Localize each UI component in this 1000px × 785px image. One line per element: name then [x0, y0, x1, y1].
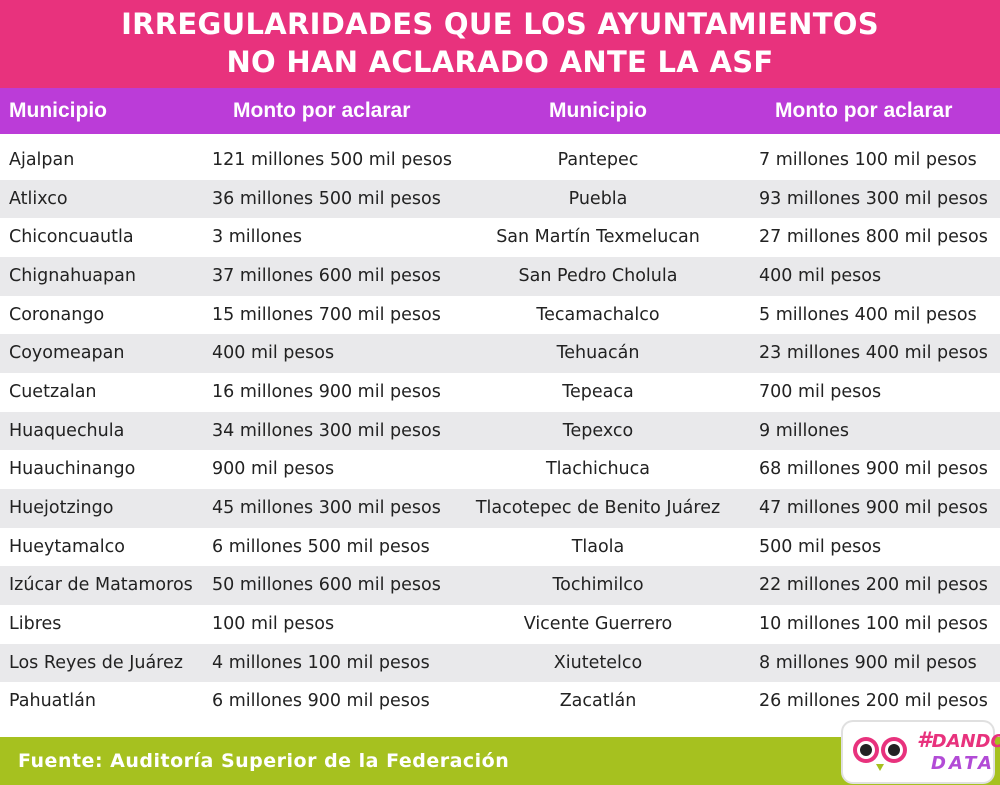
municipio-right-cell: Xiutetelco	[553, 652, 643, 673]
monto-right-cell: 7 millones 100 mil pesos	[759, 150, 977, 170]
monto-right-cell: 10 millones 100 mil pesos	[759, 613, 988, 634]
municipio-left-cell: Coyomeapan	[9, 343, 125, 364]
monto-right-cell: 8 millones 900 mil pesos	[759, 652, 977, 673]
table-row: Izúcar de Matamoros 50 millones 600 mil p…	[0, 566, 1000, 605]
municipio-right-cell: Tlacotepec de Benito Juárez	[475, 497, 721, 518]
table-row: Cuetzalan 16 millones 900 mil pesos Tepeac…	[0, 373, 1000, 412]
municipio-right-cell: Tehuacán	[556, 343, 640, 364]
table-row: Huauchinango 900 mil pesos Tlachichuca 68 m…	[0, 450, 1000, 489]
municipio-right-cell: Tepexco	[562, 420, 634, 441]
municipio-right-cell: Tlachichuca	[545, 459, 650, 480]
table-row: Los Reyes de Juárez 4 millones 100 mil pe…	[0, 643, 1000, 683]
table-header: Municipio Monto por aclarar Municipio Mo…	[0, 88, 1000, 134]
table-row: Libres 100 mil pesos Vicente Guerrero 10 mi…	[0, 605, 1000, 644]
table-row: Pahuatlán 6 millones 900 mil pesos Zacatlá…	[0, 682, 1000, 721]
municipio-right-cell: San Martín Texmelucan	[496, 227, 700, 248]
logo-hash: #	[917, 728, 932, 752]
municipio-left-cell: Pahuatlán	[9, 691, 96, 712]
municipio-left-cell: Izúcar de Matamoros	[9, 575, 193, 596]
municipio-right-cell: Puebla	[568, 188, 628, 209]
monto-right-cell: 400 mil pesos	[759, 265, 882, 286]
owl-icon	[853, 737, 907, 771]
municipio-left-cell: Hueytamalco	[9, 536, 125, 557]
table-row: Huejotzingo 45 millones 300 mil pesos Tlac…	[0, 488, 1000, 528]
table-body: Ajalpan 121 millones 500 mil pesos Pantepe…	[0, 141, 1000, 721]
monto-right-cell: 93 millones 300 mil pesos	[759, 188, 988, 209]
municipio-right-cell: Pantepec	[557, 150, 639, 170]
monto-right-cell: 22 millones 200 mil pesos	[759, 575, 988, 596]
monto-left-cell: 45 millones 300 mil pesos	[212, 497, 441, 518]
monto-right-cell: 500 mil pesos	[759, 536, 882, 557]
header-monto-left: Monto por aclarar	[233, 99, 411, 122]
monto-left-cell: 4 millones 100 mil pesos	[212, 652, 430, 673]
logo-word-dando: DANDO	[931, 731, 1000, 752]
municipio-left-cell: Huaquechula	[9, 420, 125, 441]
municipio-left-cell: Chignahuapan	[9, 265, 136, 286]
monto-right-cell: 5 millones 400 mil pesos	[759, 304, 977, 325]
monto-left-cell: 15 millones 700 mil pesos	[212, 304, 441, 325]
source-text: Fuente: Auditoría Superior de la Federac…	[18, 750, 510, 772]
monto-left-cell: 16 millones 900 mil pesos	[212, 381, 441, 402]
municipio-left-cell: Coronango	[9, 304, 105, 325]
monto-right-cell: 47 millones 900 mil pesos	[759, 497, 988, 518]
municipio-right-cell: Vicente Guerrero	[523, 613, 673, 634]
municipio-left-cell: Huejotzingo	[9, 497, 114, 518]
header-municipio-right: Municipio	[549, 99, 647, 122]
monto-left-cell: 36 millones 500 mil pesos	[212, 188, 441, 209]
header-monto-right: Monto por aclarar	[775, 99, 953, 122]
municipio-left-cell: Cuetzalan	[9, 381, 97, 402]
table-row: Ajalpan 121 millones 500 mil pesos Pantepe…	[0, 141, 1000, 180]
header-municipio-left: Municipio	[9, 99, 107, 122]
logo-word-data: DATA	[931, 753, 995, 774]
title-banner: IRREGULARIDADES QUE LOS AYUNTAMIENTOS NO…	[0, 0, 1000, 88]
municipio-right-cell: Tlaola	[571, 536, 625, 557]
logo-wordmark: #DANDO DATA	[917, 729, 1000, 775]
municipio-left-cell: Chiconcuautla	[9, 227, 134, 248]
municipio-left-cell: Ajalpan	[9, 150, 75, 170]
dando-data-logo: #DANDO DATA	[843, 722, 1000, 782]
table-row: Chignahuapan 37 millones 600 mil pesos San…	[0, 256, 1000, 296]
monto-right-cell: 26 millones 200 mil pesos	[759, 691, 988, 712]
monto-right-cell: 27 millones 800 mil pesos	[759, 227, 988, 248]
municipio-left-cell: Los Reyes de Juárez	[9, 652, 183, 673]
municipio-right-cell: Tepeaca	[562, 381, 634, 402]
table-row: Huaquechula 34 millones 300 mil pesos Tepe…	[0, 411, 1000, 451]
monto-left-cell: 121 millones 500 mil pesos	[212, 150, 452, 170]
municipio-left-cell: Libres	[9, 613, 62, 634]
monto-right-cell: 9 millones	[759, 420, 850, 441]
footer-bar: Fuente: Auditoría Superior de la Federac…	[0, 737, 1000, 785]
monto-right-cell: 23 millones 400 mil pesos	[759, 343, 988, 364]
municipio-right-cell: Tochimilco	[552, 575, 644, 596]
monto-left-cell: 37 millones 600 mil pesos	[212, 265, 441, 286]
monto-right-cell: 700 mil pesos	[759, 381, 882, 402]
monto-left-cell: 900 mil pesos	[212, 459, 335, 480]
table-row: Coyomeapan 400 mil pesos Tehuacán 23 millon…	[0, 334, 1000, 373]
monto-left-cell: 100 mil pesos	[212, 613, 335, 634]
municipio-right-cell: Zacatlán	[559, 691, 637, 712]
monto-left-cell: 50 millones 600 mil pesos	[212, 575, 441, 596]
municipio-right-cell: Tecamachalco	[536, 304, 660, 325]
table-row: Atlixco 36 millones 500 mil pesos Puebla 93…	[0, 179, 1000, 219]
table-row: Chiconcuautla 3 millones San Martín Texmel…	[0, 218, 1000, 257]
title-line-1: IRREGULARIDADES QUE LOS AYUNTAMIENTOS	[121, 7, 879, 41]
monto-left-cell: 34 millones 300 mil pesos	[212, 420, 441, 441]
table-row: Hueytamalco 6 millones 500 mil pesos Tlaol…	[0, 528, 1000, 567]
title-line-2: NO HAN ACLARADO ANTE LA ASF	[226, 45, 774, 79]
municipio-right-cell: San Pedro Cholula	[518, 265, 678, 286]
municipio-left-cell: Huauchinango	[9, 459, 136, 480]
monto-left-cell: 6 millones 900 mil pesos	[212, 691, 430, 712]
table-row: Coronango 15 millones 700 mil pesos Tecama…	[0, 296, 1000, 335]
municipio-left-cell: Atlixco	[9, 188, 68, 209]
monto-right-cell: 68 millones 900 mil pesos	[759, 459, 988, 480]
monto-left-cell: 400 mil pesos	[212, 343, 335, 364]
monto-left-cell: 6 millones 500 mil pesos	[212, 536, 430, 557]
monto-left-cell: 3 millones	[212, 227, 303, 248]
